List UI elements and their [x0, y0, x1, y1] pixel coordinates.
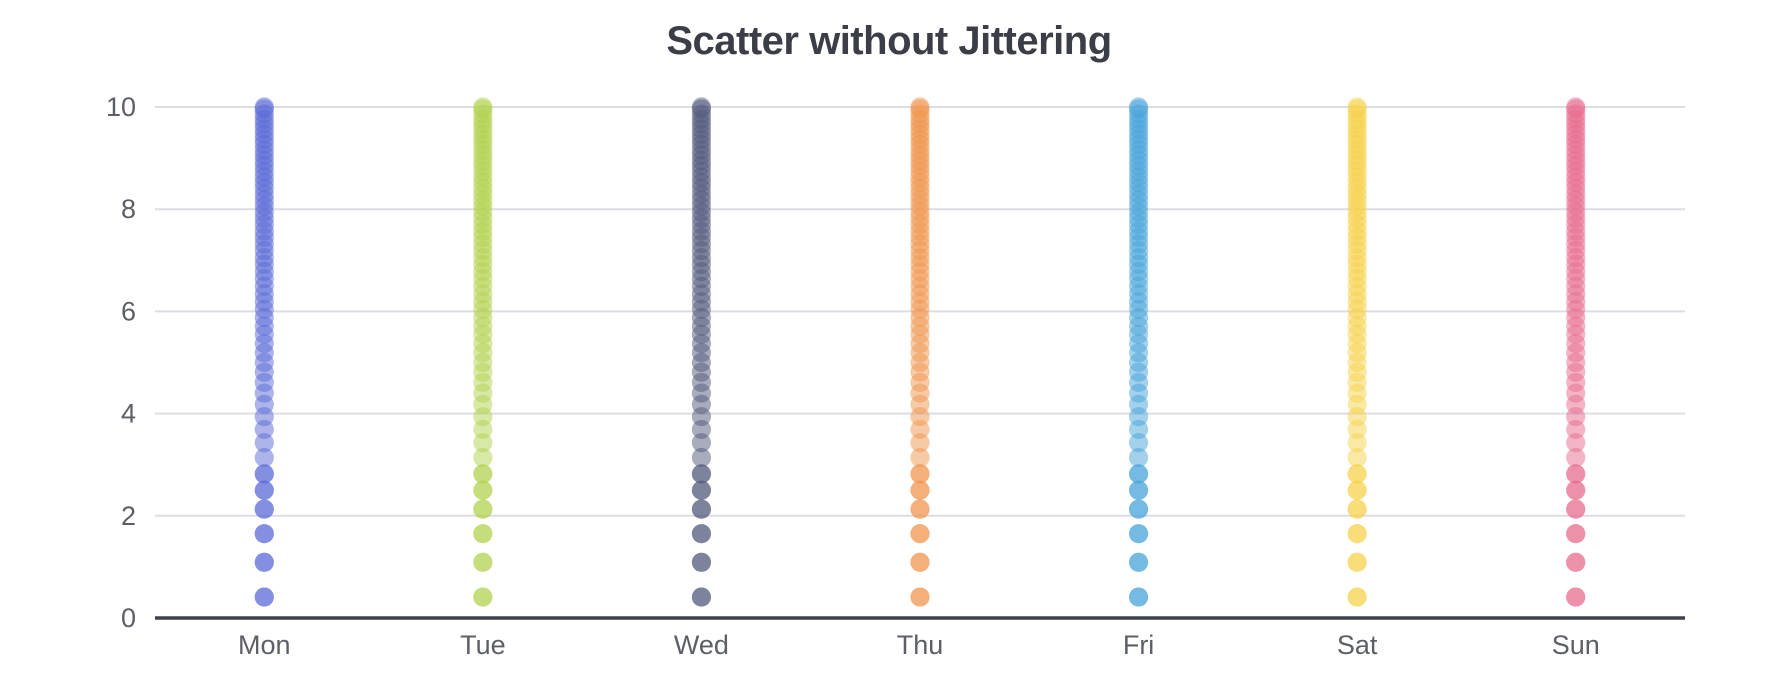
- scatter-point: [1347, 97, 1367, 117]
- scatter-point: [473, 499, 493, 519]
- scatter-point: [1128, 587, 1149, 607]
- scatter-point: [691, 552, 712, 572]
- x-tick-label: Sat: [1337, 630, 1378, 660]
- scatter-point: [910, 480, 930, 500]
- scatter-point: [254, 433, 274, 453]
- scatter-point: [473, 433, 493, 453]
- scatter-point: [1347, 552, 1367, 572]
- scatter-point: [691, 480, 712, 500]
- scatter-point: [473, 524, 493, 544]
- scatter-point: [254, 552, 274, 572]
- scatter-point: [1347, 480, 1367, 500]
- scatter-point: [691, 587, 712, 607]
- scatter-points-group: [254, 97, 1586, 607]
- y-tick-label: 4: [121, 399, 136, 429]
- scatter-point: [1347, 433, 1367, 453]
- scatter-point: [1347, 499, 1367, 519]
- x-tick-labels-group: Mon Tue Wed Thu Fri Sat Sun: [238, 630, 1600, 660]
- scatter-point: [910, 552, 930, 572]
- scatter-point: [473, 97, 493, 117]
- scatter-point: [1347, 524, 1367, 544]
- scatter-point: [254, 97, 274, 117]
- scatter-point: [1128, 480, 1149, 500]
- scatter-point: [254, 447, 274, 468]
- scatter-point: [1347, 464, 1367, 484]
- y-tick-label: 2: [121, 501, 136, 531]
- scatter-point: [473, 587, 493, 607]
- scatter-point: [1128, 524, 1149, 544]
- x-tick-label: Thu: [897, 630, 944, 660]
- scatter-point: [1128, 552, 1149, 572]
- scatter-point: [254, 524, 274, 544]
- scatter-point: [1566, 480, 1586, 500]
- y-tick-label: 10: [106, 92, 136, 122]
- chart-title: Scatter without Jittering: [666, 19, 1111, 63]
- scatter-point: [1566, 499, 1586, 519]
- scatter-point: [1347, 447, 1367, 468]
- scatter-point: [254, 480, 274, 500]
- scatter-point: [910, 97, 930, 117]
- x-tick-label: Tue: [460, 630, 506, 660]
- scatter-point: [910, 447, 930, 468]
- scatter-point: [1128, 433, 1149, 453]
- scatter-point: [1566, 447, 1586, 468]
- y-tick-label: 8: [121, 194, 136, 224]
- scatter-point: [254, 499, 274, 519]
- scatter-point: [910, 524, 930, 544]
- scatter-point: [910, 433, 930, 453]
- y-tick-labels-group: 0 2 4 6 8 10: [106, 92, 136, 633]
- scatter-point: [910, 464, 930, 484]
- scatter-point: [691, 97, 712, 117]
- scatter-point: [473, 447, 493, 468]
- scatter-point: [254, 464, 274, 484]
- scatter-point: [473, 480, 493, 500]
- scatter-point: [1566, 552, 1586, 572]
- scatter-point: [1128, 447, 1149, 468]
- scatter-point: [1347, 587, 1367, 607]
- x-tick-label: Sun: [1552, 630, 1600, 660]
- x-tick-label: Wed: [674, 630, 729, 660]
- scatter-point: [1566, 587, 1586, 607]
- y-tick-label: 6: [121, 296, 136, 326]
- scatter-point: [473, 552, 493, 572]
- scatter-point: [1128, 499, 1149, 519]
- scatter-point: [910, 499, 930, 519]
- scatter-point: [1566, 464, 1586, 484]
- scatter-point: [1566, 524, 1586, 544]
- scatter-point: [1128, 97, 1149, 117]
- scatter-point: [473, 464, 493, 484]
- scatter-point: [691, 499, 712, 519]
- x-tick-label: Mon: [238, 630, 291, 660]
- x-tick-label: Fri: [1123, 630, 1154, 660]
- scatter-point: [1128, 464, 1149, 484]
- scatter-point: [1566, 433, 1586, 453]
- scatter-point: [910, 587, 930, 607]
- scatter-point: [691, 447, 712, 468]
- scatter-point: [254, 587, 274, 607]
- scatter-point: [691, 524, 712, 544]
- scatter-point: [1566, 97, 1586, 117]
- scatter-point: [691, 464, 712, 484]
- scatter-point: [691, 433, 712, 453]
- y-tick-label: 0: [121, 603, 136, 633]
